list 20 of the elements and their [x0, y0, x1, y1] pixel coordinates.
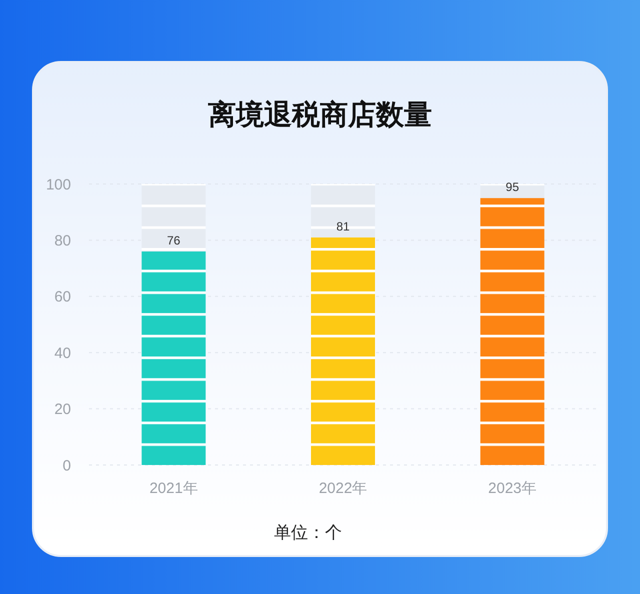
data-label: 76	[166, 233, 181, 248]
bar	[142, 184, 206, 252]
x-tick-label: 2021年	[149, 480, 198, 497]
y-tick-label: 20	[54, 401, 71, 418]
y-tick-label: 0	[62, 457, 71, 474]
y-tick-label: 80	[54, 232, 71, 250]
x-tick-label: 2022年	[318, 480, 368, 497]
text: 单位：个	[274, 523, 342, 542]
bar	[311, 237, 375, 465]
bar	[480, 184, 544, 198]
data-label: 95	[506, 180, 520, 194]
y-tick-label: 60	[54, 288, 71, 306]
chart-title: 离境退税商店数量	[207, 99, 432, 130]
bar	[142, 251, 206, 465]
bar	[311, 184, 375, 238]
bar	[480, 198, 544, 465]
x-tick-label: 2023年	[488, 480, 537, 497]
y-tick-label: 40	[54, 344, 71, 362]
data-label: 81	[336, 219, 350, 234]
y-tick-label: 100	[46, 176, 71, 194]
